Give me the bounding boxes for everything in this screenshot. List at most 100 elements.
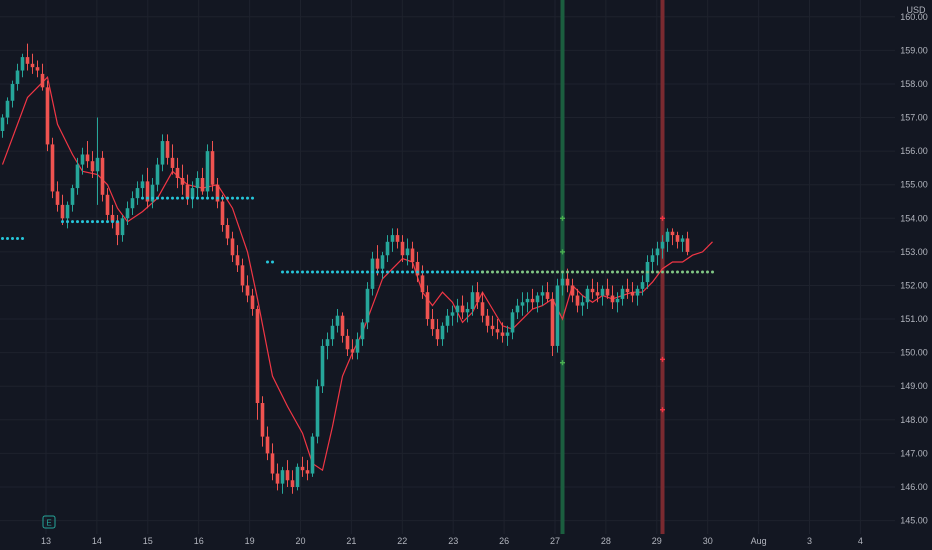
y-tick-label: 151.00 xyxy=(900,314,928,324)
candle-body xyxy=(615,298,620,303)
candle-body xyxy=(205,151,210,192)
level-dot xyxy=(696,270,699,274)
level-dot xyxy=(626,270,629,274)
candle-body xyxy=(230,238,235,256)
level-dot xyxy=(66,220,69,224)
candle-body xyxy=(265,436,270,454)
x-tick-label: Aug xyxy=(751,536,767,546)
candle-body xyxy=(325,339,330,346)
candle-body xyxy=(285,470,290,481)
candle-body xyxy=(240,265,245,286)
candle-body xyxy=(365,288,370,323)
level-dot xyxy=(501,270,504,274)
level-dot xyxy=(346,270,349,274)
candle-body xyxy=(405,248,410,256)
level-dot xyxy=(641,270,644,274)
candle-body xyxy=(250,295,255,309)
level-dot xyxy=(646,270,649,274)
candle-body xyxy=(100,157,105,195)
candle-body xyxy=(475,292,480,303)
candle-body xyxy=(70,188,75,205)
y-tick-label: 154.00 xyxy=(900,213,928,223)
cross-marker xyxy=(660,215,665,221)
candle-body xyxy=(20,57,25,71)
level-dot xyxy=(396,270,399,274)
candle-body xyxy=(670,231,675,236)
candle-body xyxy=(45,87,50,145)
x-tick-label: 26 xyxy=(499,536,509,546)
level-dot xyxy=(441,270,444,274)
candle-body xyxy=(125,208,130,219)
candle-body xyxy=(345,335,350,350)
candle-body xyxy=(95,157,100,172)
candle-body xyxy=(525,298,530,303)
level-dot xyxy=(151,196,154,200)
candle-body xyxy=(370,258,375,289)
candle-body xyxy=(210,151,215,185)
level-dot xyxy=(21,236,24,240)
level-dot xyxy=(1,236,4,240)
y-tick-label: 152.00 xyxy=(900,280,928,290)
level-dot xyxy=(301,270,304,274)
candle-body xyxy=(215,184,220,202)
candle-body xyxy=(680,238,685,242)
candle-body xyxy=(75,164,80,189)
candle-body xyxy=(355,339,360,353)
level-dot xyxy=(251,196,254,200)
candle-body xyxy=(160,141,165,165)
x-tick-label: 21 xyxy=(346,536,356,546)
candle-body xyxy=(470,292,475,309)
candle-body xyxy=(565,278,570,286)
earnings-badge-frame xyxy=(42,515,56,529)
candle-body xyxy=(620,288,625,299)
candle-body xyxy=(85,154,90,162)
candle-body xyxy=(685,238,690,252)
level-dot xyxy=(536,270,539,274)
candle-body xyxy=(510,312,515,333)
candle-body xyxy=(55,191,60,205)
level-dot xyxy=(306,270,309,274)
level-dot xyxy=(711,270,714,274)
level-dot xyxy=(386,270,389,274)
level-dot xyxy=(211,196,214,200)
y-tick-label: 156.00 xyxy=(900,146,928,156)
earnings-badge-label: E xyxy=(46,519,51,528)
candle-body xyxy=(650,255,655,262)
level-dot xyxy=(451,270,454,274)
candle-body xyxy=(480,302,485,316)
level-dot xyxy=(391,270,394,274)
candle-body xyxy=(335,315,340,326)
candle-body xyxy=(550,298,555,346)
candle-body xyxy=(520,302,525,306)
candle-body xyxy=(155,164,160,185)
level-dot xyxy=(591,270,594,274)
y-tick-label: 149.00 xyxy=(900,381,928,391)
level-dot xyxy=(546,270,549,274)
level-dot xyxy=(691,270,694,274)
x-tick-label: 30 xyxy=(703,536,713,546)
level-dot xyxy=(491,270,494,274)
level-dot xyxy=(356,270,359,274)
level-dot xyxy=(551,270,554,274)
level-dot xyxy=(236,196,239,200)
signal-vertical-line xyxy=(660,0,665,534)
y-tick-label: 159.00 xyxy=(900,45,928,55)
candle-body xyxy=(440,325,445,340)
level-dot xyxy=(296,270,299,274)
y-tick-label: 157.00 xyxy=(900,113,928,123)
earnings-badge[interactable]: E xyxy=(42,515,56,529)
level-dot xyxy=(446,270,449,274)
cross-markers xyxy=(560,215,665,413)
level-dot xyxy=(161,196,164,200)
candle-body xyxy=(305,470,310,474)
candle-body xyxy=(175,167,180,178)
level-dot xyxy=(11,236,14,240)
candle-body xyxy=(395,235,400,242)
candle-body xyxy=(350,349,355,353)
candle-body xyxy=(90,161,95,172)
level-dot xyxy=(561,270,564,274)
candle-body xyxy=(30,63,35,68)
level-dot xyxy=(571,270,574,274)
